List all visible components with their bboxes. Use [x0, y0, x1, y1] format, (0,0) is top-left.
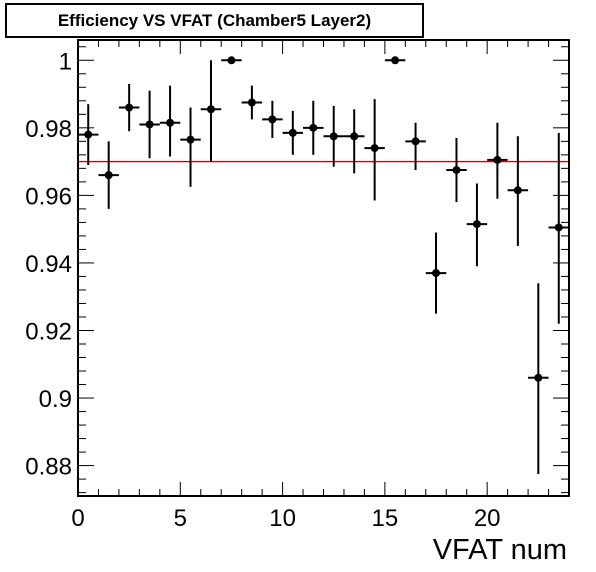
data-point [446, 137, 467, 203]
data-marker [125, 103, 134, 112]
data-point [487, 122, 508, 199]
x-tick-label: 15 [372, 505, 399, 532]
data-point [364, 99, 385, 201]
plot-frame [77, 39, 570, 497]
data-marker [432, 269, 441, 278]
data-marker [554, 223, 563, 232]
data-points-group [78, 56, 569, 475]
data-marker [227, 56, 236, 65]
data-marker [309, 123, 318, 132]
data-marker [493, 155, 502, 164]
data-marker [534, 373, 543, 382]
y-tick-label: 0.9 [39, 386, 72, 413]
data-point [528, 283, 549, 475]
data-marker [166, 118, 175, 127]
y-tick-label: 0.92 [25, 318, 72, 345]
x-tick-label: 5 [174, 505, 187, 532]
data-point [405, 122, 426, 171]
data-point [507, 136, 529, 247]
data-point [425, 232, 447, 314]
chart-title-box: Efficiency VS VFAT (Chamber5 Layer2) [5, 3, 424, 38]
x-axis-ticks: 0 5 10 15 20 [71, 40, 570, 532]
data-point [98, 141, 119, 209]
data-point [139, 90, 160, 159]
data-marker [513, 186, 522, 195]
data-point [343, 109, 365, 174]
y-tick-label: 1 [59, 48, 72, 75]
data-point [282, 110, 304, 155]
data-marker [411, 137, 420, 146]
data-point [221, 56, 242, 65]
chart-title: Efficiency VS VFAT (Chamber5 Layer2) [57, 10, 372, 30]
x-tick-label: 20 [474, 505, 501, 532]
y-tick-label: 0.96 [25, 183, 72, 210]
data-marker [391, 56, 400, 65]
data-marker [452, 166, 461, 175]
y-tick-label: 0.94 [25, 251, 72, 278]
data-point [241, 85, 263, 120]
data-point [159, 85, 181, 157]
data-point [78, 104, 99, 165]
data-marker [104, 171, 113, 180]
data-point [200, 60, 222, 162]
y-tick-label: 0.98 [25, 116, 72, 143]
data-point [118, 83, 140, 132]
data-marker [145, 120, 154, 129]
data-marker [206, 105, 215, 114]
y-axis-ticks: 0.88 0.9 0.92 0.94 0.96 0.98 1 [25, 46, 569, 494]
x-axis-label: VFAT num [433, 534, 567, 566]
data-marker [329, 132, 338, 141]
y-tick-label: 0.88 [25, 454, 72, 481]
data-marker [350, 132, 359, 141]
data-marker [84, 130, 93, 139]
data-marker [288, 128, 297, 137]
data-marker [472, 220, 481, 229]
data-marker [268, 115, 277, 124]
data-marker [247, 98, 256, 107]
data-point [180, 107, 201, 187]
data-point [262, 100, 283, 138]
data-point [323, 105, 344, 167]
data-point [303, 100, 324, 155]
data-point [384, 56, 406, 65]
data-point [548, 132, 569, 324]
data-marker [370, 144, 379, 153]
data-marker [186, 135, 195, 144]
x-tick-label: 0 [71, 505, 84, 532]
data-point [466, 183, 488, 267]
x-tick-label: 10 [269, 505, 296, 532]
